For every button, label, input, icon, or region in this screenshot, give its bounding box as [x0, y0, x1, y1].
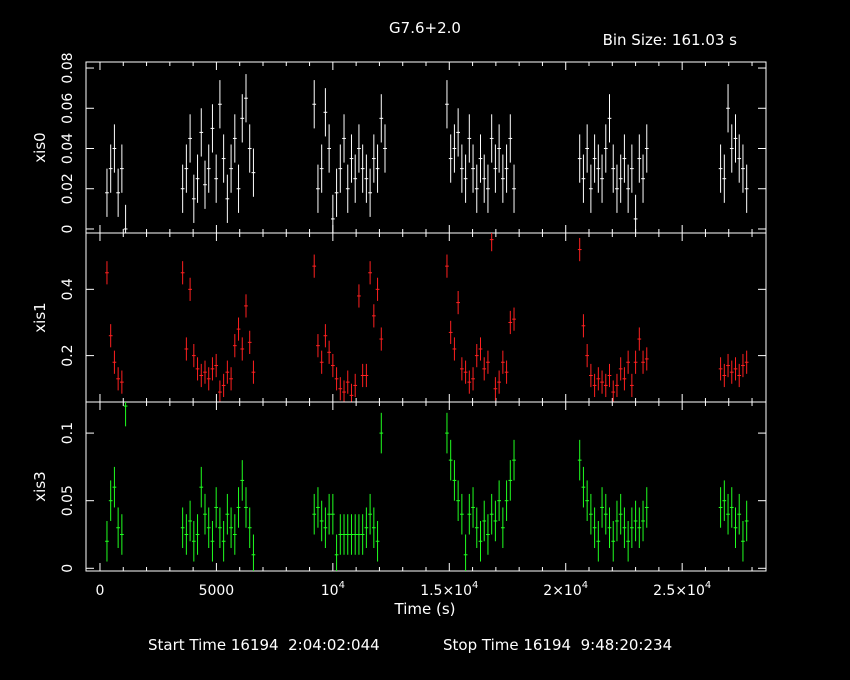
x-tick-exponent: 4 — [472, 580, 478, 591]
x-tick-exponent: 4 — [582, 580, 588, 591]
y-tick-label: 0.04 — [60, 133, 76, 164]
y-tick-label: 0.4 — [60, 278, 76, 300]
y-tick-label: 0.06 — [60, 93, 76, 124]
x-tick-label: 104 — [321, 580, 345, 599]
y-tick-label: 0.02 — [60, 173, 76, 204]
y-tick-label: 0.2 — [60, 344, 76, 366]
y-tick-label: 0.1 — [60, 422, 76, 444]
y-tick-label: 0.05 — [60, 485, 76, 516]
x-tick-label: 0 — [96, 583, 105, 599]
panel-xis3: xis3 0 0.05 0.1 — [31, 401, 767, 573]
y-axis-label: xis1 — [31, 302, 49, 332]
x-tick-exponent: 4 — [339, 580, 345, 591]
x-tick-label: 2.5×104 — [653, 580, 711, 599]
x-tick-label: 1.5×104 — [420, 580, 478, 599]
panel-frame — [85, 61, 767, 234]
y-axis-label: xis0 — [31, 132, 49, 162]
y-tick-label: 0 — [60, 564, 76, 573]
y-tick-label: 0.08 — [60, 52, 76, 83]
y-axis-label: xis3 — [31, 471, 49, 501]
x-axis-label: Time (s) — [394, 600, 456, 618]
start-time-label: Start Time 16194 2:04:02:044 — [148, 636, 380, 654]
x-tick-label: 5000 — [199, 583, 235, 599]
panel-frame — [85, 401, 767, 572]
stop-time-label: Stop Time 16194 9:48:20:234 — [443, 636, 673, 654]
y-tick-label: 0 — [60, 225, 76, 234]
panel-frame — [85, 232, 767, 403]
bin-size-label: Bin Size: 161.03 s — [603, 31, 738, 49]
x-tick-exponent: 4 — [705, 580, 711, 591]
x-tick-label: 2×104 — [543, 580, 588, 599]
panel-xis1: xis1 0.2 0.4 — [31, 232, 767, 403]
panels-group: xis0 0 0.02 0.04 0.06 0.08 xis1 0.2 0.4 xis3 0 0.05… — [31, 52, 767, 599]
chart-title: G7.6+2.0 — [389, 19, 461, 37]
panel-xis0: xis0 0 0.02 0.04 0.06 0.08 — [31, 52, 767, 234]
